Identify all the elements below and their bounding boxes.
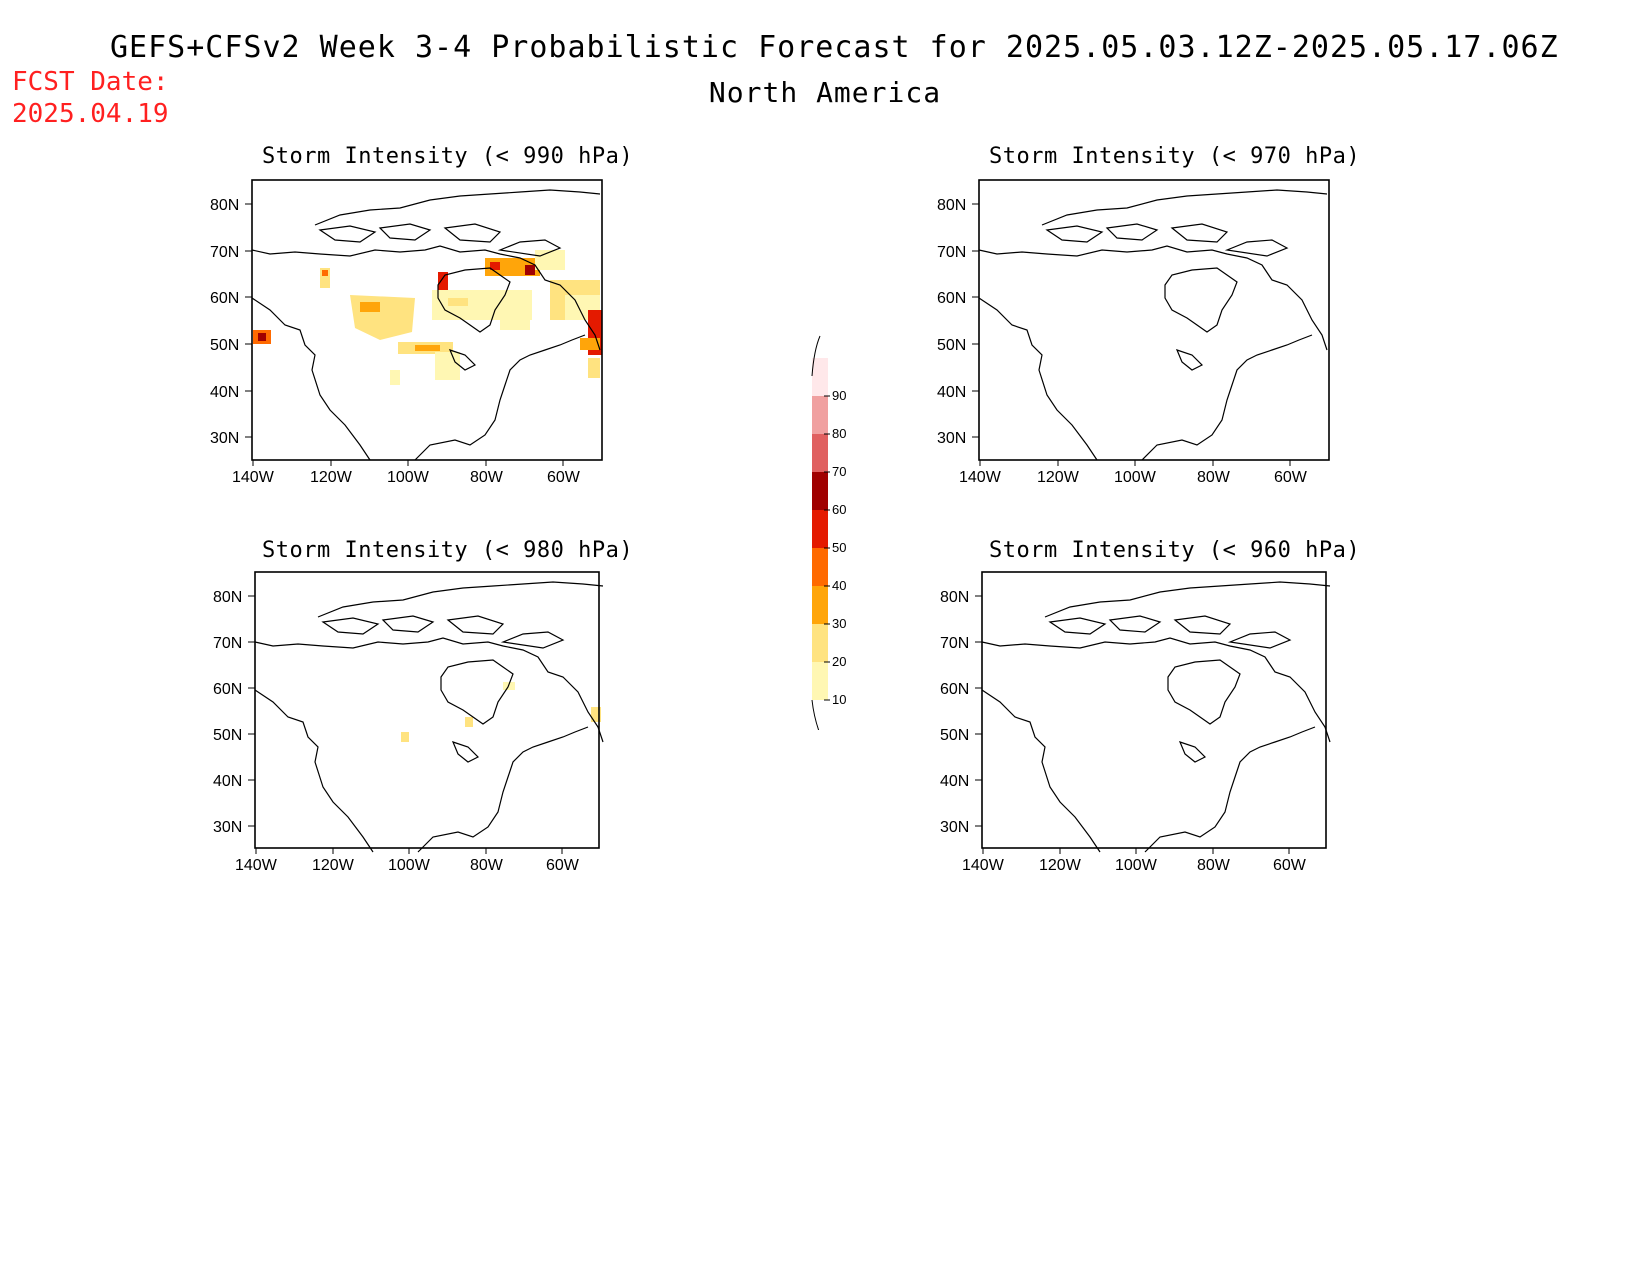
lon-ticks-990: 140W 120W 100W 80W 60W xyxy=(232,460,581,486)
lat-ticks-970: 30N 40N 50N 60N 70N 80N xyxy=(937,197,979,447)
colorbar-swatch xyxy=(812,472,828,510)
colorbar-top-cap xyxy=(811,335,821,377)
lon-label: 120W xyxy=(312,857,355,874)
colorbar-swatch xyxy=(812,434,828,472)
colorbar-label: 30 xyxy=(832,616,846,631)
lat-label: 30N xyxy=(937,430,966,447)
lat-label: 60N xyxy=(210,290,239,307)
lat-label: 80N xyxy=(213,589,242,606)
coastlines-960 xyxy=(981,581,1331,853)
lon-label: 140W xyxy=(235,857,278,874)
lon-ticks-980: 140W 120W 100W 80W 60W xyxy=(235,848,580,874)
lat-label: 80N xyxy=(940,589,969,606)
lat-label: 50N xyxy=(940,727,969,744)
lat-label: 70N xyxy=(937,244,966,261)
panel-title-980: Storm Intensity (< 980 hPa) xyxy=(262,538,634,563)
coastlines-970 xyxy=(978,189,1328,461)
lon-label: 100W xyxy=(1114,469,1157,486)
lat-label: 40N xyxy=(213,773,242,790)
map-panel-960: 30N 40N 50N 60N 70N 80N 140W 120W 100W 8… xyxy=(940,571,1331,874)
colorbar-label: 60 xyxy=(832,502,846,517)
lon-label: 100W xyxy=(388,857,431,874)
lon-label: 80W xyxy=(1197,857,1231,874)
lat-label: 80N xyxy=(210,197,239,214)
colorbar-label: 20 xyxy=(832,654,846,669)
lon-label: 80W xyxy=(470,469,504,486)
lat-label: 50N xyxy=(937,337,966,354)
lat-label: 60N xyxy=(213,681,242,698)
lon-label: 60W xyxy=(547,469,581,486)
forecast-date-block: FCST Date: 2025.04.19 xyxy=(12,66,169,130)
lon-label: 60W xyxy=(546,857,580,874)
lat-label: 60N xyxy=(940,681,969,698)
lat-label: 30N xyxy=(940,819,969,836)
colorbar-label: 90 xyxy=(832,388,846,403)
map-frame-990 xyxy=(251,179,603,461)
coastlines-980 xyxy=(254,581,604,853)
panel-title-970: Storm Intensity (< 970 hPa) xyxy=(989,144,1361,169)
fcst-date-label: FCST Date: xyxy=(12,67,169,97)
lat-label: 50N xyxy=(213,727,242,744)
lon-label: 100W xyxy=(387,469,430,486)
colorbar-bottom-cap xyxy=(811,699,820,730)
lat-label: 50N xyxy=(210,337,239,354)
lat-label: 40N xyxy=(937,384,966,401)
colorbar-label: 80 xyxy=(832,426,846,441)
lon-label: 80W xyxy=(470,857,504,874)
lat-label: 70N xyxy=(213,635,242,652)
lon-label: 60W xyxy=(1273,857,1307,874)
lon-label: 120W xyxy=(310,469,353,486)
lon-label: 120W xyxy=(1039,857,1082,874)
map-panel-990: 30N 40N 50N 60N 70N 80N 140W 120W 100W 8… xyxy=(210,179,603,486)
panel-title-990: Storm Intensity (< 990 hPa) xyxy=(262,144,634,169)
lat-label: 40N xyxy=(940,773,969,790)
probability-fill-980 xyxy=(401,682,601,742)
lat-label: 60N xyxy=(937,290,966,307)
map-frame-970 xyxy=(978,179,1330,461)
lat-ticks-990: 30N 40N 50N 60N 70N 80N xyxy=(210,197,252,447)
colorbar-swatch xyxy=(812,510,828,548)
colorbar-label: 10 xyxy=(832,692,846,707)
colorbar-label: 40 xyxy=(832,578,846,593)
lon-ticks-960: 140W 120W 100W 80W 60W xyxy=(962,848,1307,874)
lat-label: 30N xyxy=(213,819,242,836)
colorbar-swatch xyxy=(812,586,828,624)
lat-ticks-980: 30N 40N 50N 60N 70N 80N xyxy=(213,589,255,836)
colorbar-swatch xyxy=(812,662,828,700)
lon-label: 140W xyxy=(962,857,1005,874)
colorbar-swatch xyxy=(812,624,828,662)
lon-label: 120W xyxy=(1037,469,1080,486)
map-panel-980: 30N 40N 50N 60N 70N 80N 140W 120W 100W 8… xyxy=(213,571,604,874)
lat-label: 70N xyxy=(940,635,969,652)
lat-ticks-960: 30N 40N 50N 60N 70N 80N xyxy=(940,589,982,836)
lon-label: 140W xyxy=(959,469,1002,486)
colorbar: 10 20 30 40 50 60 70 80 90 xyxy=(811,335,846,730)
lat-label: 30N xyxy=(210,430,239,447)
colorbar-label: 70 xyxy=(832,464,846,479)
figure-subtitle: North America xyxy=(708,76,942,109)
panel-title-960: Storm Intensity (< 960 hPa) xyxy=(989,538,1361,563)
lon-label: 100W xyxy=(1115,857,1158,874)
probability-fill-990 xyxy=(253,250,602,385)
colorbar-swatch xyxy=(812,396,828,434)
lon-label: 60W xyxy=(1274,469,1308,486)
map-frame-980 xyxy=(254,571,600,849)
lat-label: 40N xyxy=(210,384,239,401)
map-panel-970: 30N 40N 50N 60N 70N 80N 140W 120W 100W 8… xyxy=(937,179,1330,486)
lat-label: 70N xyxy=(210,244,239,261)
fcst-date-value: 2025.04.19 xyxy=(12,99,169,129)
lat-label: 80N xyxy=(937,197,966,214)
coastlines-990 xyxy=(251,189,601,461)
lon-ticks-970: 140W 120W 100W 80W 60W xyxy=(959,460,1308,486)
colorbar-swatch xyxy=(812,548,828,586)
colorbar-label: 50 xyxy=(832,540,846,555)
map-frame-960 xyxy=(981,571,1327,849)
figure-title: GEFS+CFSv2 Week 3-4 Probabilistic Foreca… xyxy=(110,30,1559,65)
colorbar-swatch xyxy=(812,358,828,396)
lon-label: 80W xyxy=(1197,469,1231,486)
lon-label: 140W xyxy=(232,469,275,486)
